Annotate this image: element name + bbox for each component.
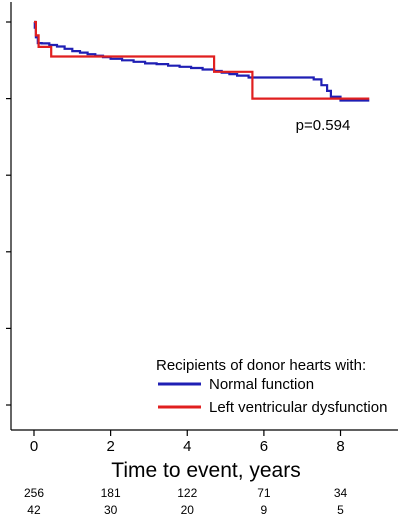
risk-count-r1-c0: 42 — [27, 503, 41, 517]
risk-count-r1-c4: 5 — [337, 503, 344, 517]
risk-count-r0-c3: 71 — [257, 486, 271, 500]
x-axis-title: Time to event, years — [111, 459, 300, 482]
x-tick-label-4: 8 — [336, 438, 344, 455]
risk-count-r0-c4: 34 — [334, 486, 348, 500]
risk-count-r1-c3: 9 — [261, 503, 268, 517]
risk-count-r0-c0: 256 — [24, 486, 44, 500]
x-tick-label-3: 6 — [260, 438, 268, 455]
x-tick-label-1: 2 — [106, 438, 114, 455]
risk-count-r1-c1: 30 — [104, 503, 118, 517]
axes — [6, 2, 398, 436]
legend-label-lv-dysfunction: Left ventricular dysfunction — [209, 399, 387, 416]
risk-table: 256 181 122 71 34 42 30 20 9 5 — [24, 486, 348, 517]
legend: Recipients of donor hearts with: Normal … — [156, 357, 387, 416]
p-value-annotation: p=0.594 — [296, 117, 351, 134]
series-lines — [33, 20, 370, 102]
legend-title: Recipients of donor hearts with: — [156, 357, 366, 374]
series-line-0 — [33, 20, 370, 102]
x-tick-label-0: 0 — [30, 438, 38, 455]
legend-label-normal-function: Normal function — [209, 376, 314, 393]
series-line-1 — [34, 20, 370, 100]
x-tick-label-2: 4 — [183, 438, 191, 455]
risk-count-r0-c2: 122 — [177, 486, 197, 500]
x-tick-labels: 0 2 4 6 8 — [30, 438, 345, 455]
risk-count-r1-c2: 20 — [181, 503, 195, 517]
risk-count-r0-c1: 181 — [101, 486, 121, 500]
